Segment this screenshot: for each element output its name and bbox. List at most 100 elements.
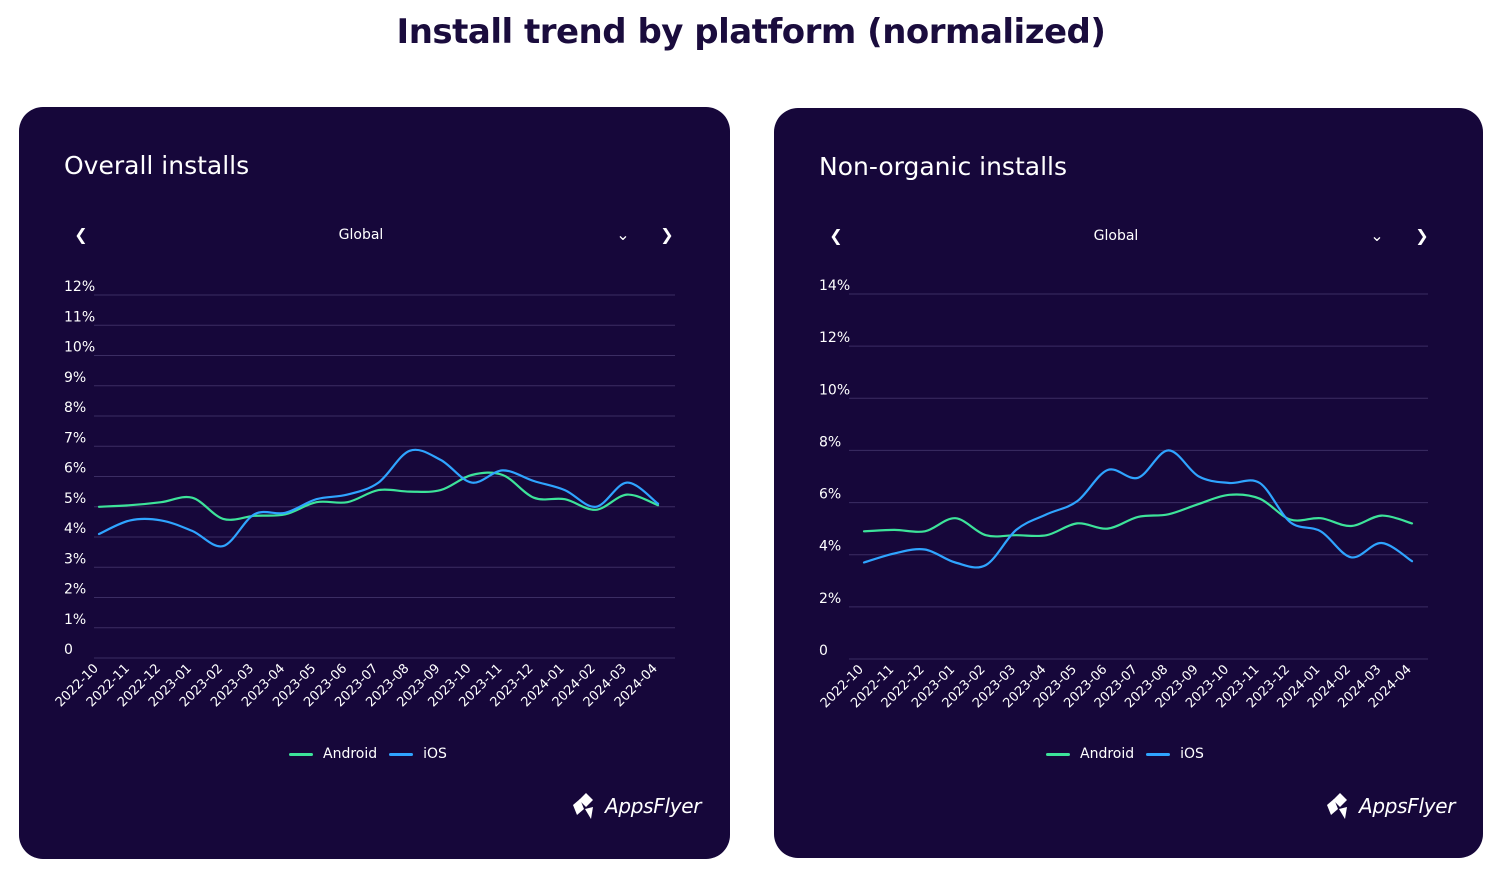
data-point-android[interactable] (529, 493, 539, 503)
data-point-ios[interactable] (218, 541, 228, 551)
data-point-android[interactable] (125, 500, 135, 510)
appsflyer-logo: AppsFlyer (571, 791, 702, 821)
data-point-ios[interactable] (889, 548, 899, 558)
data-point-android[interactable] (94, 502, 104, 512)
grid-lines (94, 294, 675, 659)
legend-item-ios[interactable]: iOS (1146, 746, 1204, 762)
data-point-android[interactable] (218, 514, 228, 524)
data-point-android[interactable] (859, 526, 869, 536)
data-point-ios[interactable] (560, 485, 570, 495)
y-axis-ticks: 0 2% 4% 6% 8% 10% 12% 14% (819, 278, 850, 659)
data-point-ios[interactable] (920, 545, 930, 555)
data-point-android[interactable] (1346, 521, 1356, 531)
data-point-ios[interactable] (1133, 473, 1143, 483)
data-point-ios[interactable] (1163, 445, 1173, 455)
y-tick-label: 7% (64, 430, 86, 446)
data-point-ios[interactable] (467, 478, 477, 488)
data-point-ios[interactable] (1285, 517, 1295, 527)
region-select[interactable]: Global (338, 227, 384, 243)
data-point-android[interactable] (950, 513, 960, 523)
data-point-ios[interactable] (653, 499, 663, 509)
data-point-android[interactable] (187, 493, 197, 503)
x-axis-ticks: 2022-102022-112022-122023-012023-022023-… (53, 661, 661, 710)
data-point-ios[interactable] (280, 508, 290, 518)
legend-item-ios[interactable]: iOS (389, 746, 447, 762)
y-tick-label: 4% (64, 521, 86, 537)
series-line-ios (862, 449, 1414, 569)
chevron-down-icon[interactable]: ⌄ (1370, 226, 1384, 245)
y-tick-label: 5% (64, 491, 86, 507)
chevron-right-icon[interactable]: ❯ (660, 225, 674, 244)
data-point-android[interactable] (560, 494, 570, 504)
data-point-ios[interactable] (1377, 538, 1387, 548)
data-point-ios[interactable] (859, 558, 869, 568)
line-chart-non-organic: 0 2% 4% 6% 8% 10% 12% 14% 2022-102022-112022-122… (818, 278, 1428, 711)
data-point-ios[interactable] (311, 494, 321, 504)
data-point-ios[interactable] (1011, 525, 1021, 535)
data-point-ios[interactable] (1346, 552, 1356, 562)
data-point-android[interactable] (1316, 513, 1326, 523)
data-point-android[interactable] (622, 490, 632, 500)
data-point-android[interactable] (1224, 490, 1234, 500)
data-point-ios[interactable] (591, 502, 601, 512)
chart-card-overall: Overall installs ❮ Global ⌄ ❯ 0 1% 2% 3% 4% 5… (19, 107, 730, 859)
chevron-left-icon[interactable]: ❮ (829, 226, 843, 245)
data-point-android[interactable] (405, 487, 415, 497)
data-point-ios[interactable] (405, 446, 415, 456)
data-point-ios[interactable] (125, 515, 135, 525)
x-axis-ticks: 2022-102022-112022-122023-012023-022023-… (818, 662, 1415, 711)
data-point-android[interactable] (1255, 494, 1265, 504)
data-point-android[interactable] (156, 497, 166, 507)
data-point-android[interactable] (1194, 499, 1204, 509)
data-point-android[interactable] (920, 526, 930, 536)
data-point-ios[interactable] (436, 455, 446, 465)
data-point-ios[interactable] (1194, 472, 1204, 482)
data-point-ios[interactable] (1224, 478, 1234, 488)
y-tick-label: 8% (64, 400, 86, 416)
data-point-ios[interactable] (950, 558, 960, 568)
data-point-android[interactable] (1377, 511, 1387, 521)
data-point-android[interactable] (1407, 518, 1417, 528)
data-point-android[interactable] (436, 485, 446, 495)
data-point-ios[interactable] (1407, 556, 1417, 566)
y-axis-ticks: 0 1% 2% 3% 4% 5% 6% 7% 8% 9% 10% 11% 12% (64, 279, 95, 658)
data-point-ios[interactable] (156, 515, 166, 525)
data-point-ios[interactable] (622, 478, 632, 488)
data-point-ios[interactable] (498, 465, 508, 475)
data-point-ios[interactable] (1103, 465, 1113, 475)
data-point-ios[interactable] (1255, 478, 1265, 488)
data-point-ios[interactable] (374, 478, 384, 488)
y-tick-label: 9% (64, 370, 86, 386)
legend-label-android: Android (1080, 746, 1135, 762)
y-tick-label: 6% (819, 487, 841, 503)
data-point-android[interactable] (889, 525, 899, 535)
chevron-right-icon[interactable]: ❯ (1415, 226, 1429, 245)
data-point-ios[interactable] (981, 560, 991, 570)
legend-item-android[interactable]: Android (289, 746, 377, 762)
logo-text: AppsFlyer (605, 794, 702, 818)
page-title: Install trend by platform (normalized) (396, 12, 1106, 52)
data-point-android[interactable] (1042, 530, 1052, 540)
data-point-ios[interactable] (94, 529, 104, 539)
data-point-android[interactable] (1103, 524, 1113, 534)
data-point-ios[interactable] (1072, 496, 1082, 506)
legend-label-ios: iOS (1180, 746, 1204, 762)
data-point-android[interactable] (1133, 512, 1143, 522)
data-point-ios[interactable] (1316, 526, 1326, 536)
chevron-left-icon[interactable]: ❮ (74, 225, 88, 244)
data-point-ios[interactable] (249, 509, 259, 519)
chevron-down-icon[interactable]: ⌄ (616, 225, 630, 244)
series-android (94, 471, 660, 524)
data-point-ios[interactable] (342, 490, 352, 500)
data-point-android[interactable] (981, 530, 991, 540)
data-point-ios[interactable] (187, 526, 197, 536)
data-point-android[interactable] (1163, 509, 1173, 519)
logo-text: AppsFlyer (1359, 794, 1456, 818)
y-tick-label: 0 (64, 642, 73, 658)
legend-item-android[interactable]: Android (1046, 746, 1134, 762)
data-point-ios[interactable] (1042, 509, 1052, 519)
legend-swatch-android (1046, 752, 1070, 756)
data-point-android[interactable] (1072, 518, 1082, 528)
data-point-ios[interactable] (529, 476, 539, 486)
region-select[interactable]: Global (1093, 228, 1139, 244)
